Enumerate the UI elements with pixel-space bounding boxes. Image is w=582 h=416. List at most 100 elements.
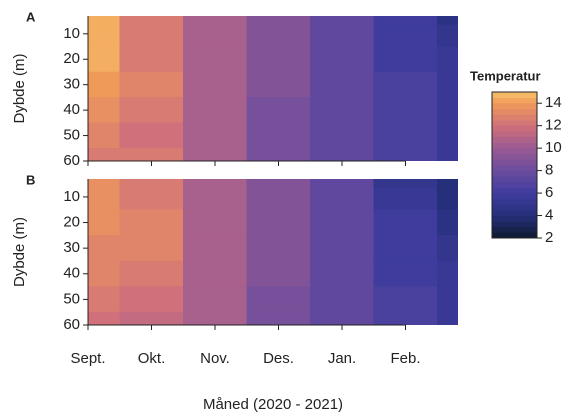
colorbar-band	[492, 226, 537, 233]
heat-cell	[119, 46, 184, 73]
colorbar-band	[492, 187, 537, 194]
heat-cell	[373, 187, 438, 211]
heat-cell	[246, 71, 311, 99]
heat-cell	[310, 24, 375, 48]
heat-cell	[183, 148, 248, 161]
heat-cell	[88, 46, 121, 73]
heat-cell	[183, 235, 248, 262]
heat-cell	[183, 179, 248, 189]
heat-cell	[183, 209, 248, 237]
heat-cell	[88, 286, 121, 313]
x-tick-label: Sept.	[70, 350, 105, 367]
y-axis-label: Dybde (m)	[11, 217, 28, 287]
heat-cell	[310, 286, 375, 313]
heat-cell	[373, 286, 438, 313]
heat-cell	[88, 71, 121, 99]
x-axis-label: Måned (2020 - 2021)	[203, 396, 343, 413]
heat-cell	[437, 286, 458, 313]
heat-cell	[119, 97, 184, 124]
colorbar-tick-label: 10	[545, 139, 562, 156]
colorbar-band	[492, 114, 537, 121]
heat-cell	[119, 187, 184, 211]
y-tick-label: 50	[63, 127, 80, 144]
colorbar-band	[492, 120, 537, 126]
heat-cell	[437, 24, 458, 48]
heat-cell	[373, 97, 438, 124]
heat-cell	[88, 122, 121, 150]
heatmap	[88, 179, 458, 325]
y-tick-label: 10	[63, 188, 80, 205]
heat-cell	[437, 311, 458, 325]
x-tick-label: Des.	[263, 350, 294, 367]
colorbar-band	[492, 148, 537, 155]
heat-cell	[310, 148, 375, 161]
heat-cell	[246, 260, 311, 288]
heat-cell	[246, 122, 311, 150]
heat-cell	[437, 235, 458, 262]
colorbar-tick-label: 2	[545, 229, 553, 246]
heat-cell	[88, 148, 121, 161]
x-tick-label: Nov.	[200, 350, 230, 367]
heat-cell	[310, 46, 375, 73]
heat-cell	[246, 16, 311, 26]
heat-cell	[119, 311, 184, 325]
heat-cell	[88, 260, 121, 288]
heat-cell	[88, 209, 121, 237]
heat-cell	[246, 148, 311, 161]
panel-label: B	[26, 172, 35, 187]
heat-cell	[246, 97, 311, 124]
heat-cell	[183, 24, 248, 48]
colorbar-band	[492, 131, 537, 138]
colorbar-band	[492, 176, 537, 183]
heat-cell	[310, 209, 375, 237]
colorbar-tick-label: 6	[545, 184, 553, 201]
y-tick-label: 60	[63, 316, 80, 333]
heat-cell	[437, 187, 458, 211]
heat-cell	[246, 286, 311, 313]
heat-cell	[373, 260, 438, 288]
colorbar-tick-label: 4	[545, 207, 553, 224]
heat-cell	[310, 71, 375, 99]
heat-cell	[310, 97, 375, 124]
y-tick-label: 40	[63, 101, 80, 118]
y-tick-label: 40	[63, 265, 80, 282]
heat-cell	[373, 235, 438, 262]
colorbar-band	[492, 215, 537, 222]
colorbar-band	[492, 136, 537, 143]
heat-cell	[437, 209, 458, 237]
colorbar-band	[492, 159, 537, 166]
heat-cell	[437, 148, 458, 161]
heat-cell	[88, 311, 121, 325]
colorbar-tick-label: 12	[545, 117, 562, 134]
heatmap	[88, 16, 458, 161]
heat-cell	[183, 16, 248, 26]
heat-cell	[310, 179, 375, 189]
heat-cell	[310, 16, 375, 26]
heat-cell	[88, 187, 121, 211]
heat-cell	[183, 122, 248, 150]
colorbar-band	[492, 232, 537, 239]
x-tick-label: Feb.	[390, 350, 420, 367]
colorbar-band	[492, 165, 537, 171]
colorbar-band	[492, 153, 537, 160]
heat-cell	[119, 209, 184, 237]
colorbar-band	[492, 209, 537, 216]
y-tick-label: 20	[63, 214, 80, 231]
heat-cell	[373, 16, 438, 26]
y-tick-label: 50	[63, 290, 80, 307]
heat-cell	[437, 46, 458, 73]
y-tick-label: 60	[63, 152, 80, 169]
heat-cell	[373, 71, 438, 99]
heat-cell	[437, 16, 458, 26]
heat-cell	[310, 260, 375, 288]
heat-cell	[373, 46, 438, 73]
colorbar-band	[492, 193, 537, 199]
colorbar-band	[492, 170, 537, 177]
y-tick-label: 10	[63, 25, 80, 42]
heat-cell	[310, 311, 375, 325]
colorbar-tick-label: 8	[545, 162, 553, 179]
heat-cell	[373, 179, 438, 189]
x-tick-label: Jan.	[328, 350, 356, 367]
heat-cell	[437, 179, 458, 189]
